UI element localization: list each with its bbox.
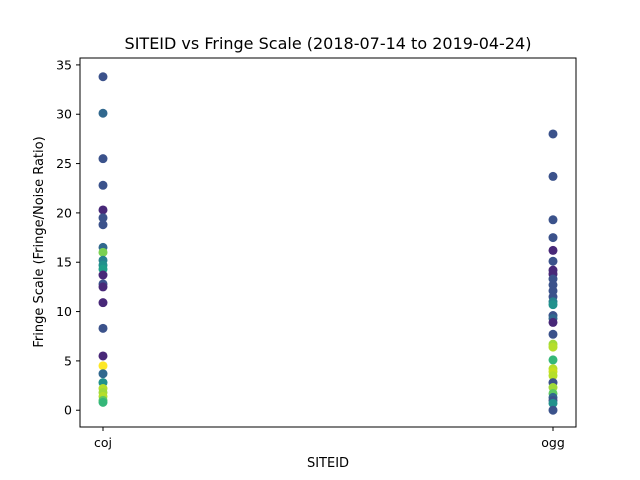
data-point [548, 233, 558, 243]
data-point [548, 317, 558, 327]
data-point [98, 282, 108, 292]
data-point [98, 213, 108, 223]
data-point [98, 351, 108, 361]
data-point [98, 220, 108, 230]
data-point [548, 371, 558, 381]
data-point [98, 323, 108, 333]
data-point [548, 215, 558, 225]
data-point [98, 361, 108, 371]
x-tick-label-coj: coj [94, 435, 112, 450]
data-point [98, 72, 108, 82]
y-tick-label: 5 [64, 353, 72, 368]
data-point [548, 300, 558, 310]
y-tick-label: 25 [56, 156, 72, 171]
y-tick-label: 30 [56, 107, 72, 122]
data-point [548, 171, 558, 181]
y-tick-label: 20 [56, 205, 72, 220]
data-point [98, 270, 108, 280]
y-axis-ticks: 0 5 10 15 20 25 30 35 [56, 57, 80, 418]
data-point [98, 154, 108, 164]
data-point [98, 397, 108, 407]
plot-frame [79, 57, 577, 428]
data-point [98, 247, 108, 257]
data-point [548, 329, 558, 339]
y-axis-label: Fringe Scale (Fringe/Noise Ratio) [32, 136, 47, 347]
data-point [548, 405, 558, 415]
data-point [98, 205, 108, 215]
data-point [548, 355, 558, 365]
x-axis-ticks: coj ogg [94, 427, 565, 450]
data-point [98, 180, 108, 190]
chart-title: SITEID vs Fringe Scale (2018-07-14 to 20… [125, 34, 532, 53]
data-point [548, 129, 558, 139]
data-point [548, 398, 558, 408]
y-tick-label: 15 [56, 255, 72, 270]
data-point [548, 256, 558, 266]
data-point [98, 108, 108, 118]
data-point [98, 298, 108, 308]
y-tick-label: 0 [64, 403, 72, 418]
data-point [548, 245, 558, 255]
x-axis-label: SITEID [307, 456, 349, 471]
data-point [98, 369, 108, 379]
y-tick-label: 35 [56, 57, 72, 72]
data-point [548, 342, 558, 352]
points-group [98, 72, 558, 415]
x-tick-label-ogg: ogg [541, 435, 565, 450]
y-tick-label: 10 [56, 304, 72, 319]
